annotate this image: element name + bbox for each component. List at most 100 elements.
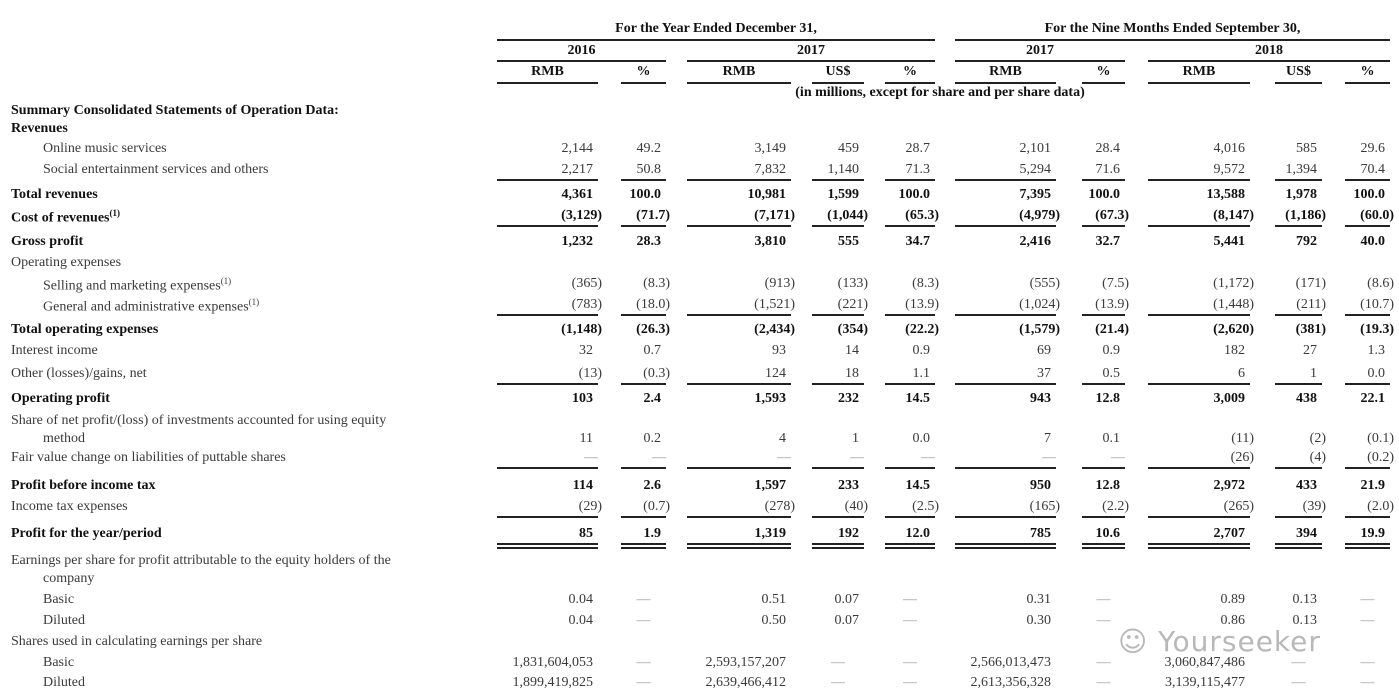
row-label: Social entertainment services and others — [43, 162, 268, 178]
cell-value: — — [831, 655, 845, 670]
row-label-text: Share of net profit/(loss) of investment… — [11, 413, 387, 428]
underline-rule — [1082, 467, 1125, 469]
cell-value: — — [1360, 592, 1375, 607]
underline-rule — [687, 547, 791, 549]
cell-value: 3,060,847,486 — [1164, 655, 1246, 670]
cell-value: 71.6 — [1095, 162, 1121, 177]
cell-value: 103 — [572, 391, 593, 406]
cell-value: — — [777, 450, 791, 465]
row-label-text: Operating expenses — [11, 255, 122, 270]
row-label: Other (losses)/gains, net — [11, 366, 147, 382]
underline-rule — [1275, 543, 1322, 545]
cell-value: (13.9) — [1095, 297, 1129, 312]
cell-value: 0.7 — [643, 343, 662, 358]
cell-value: (18.0) — [636, 297, 670, 312]
cell-value: 28.4 — [1095, 141, 1121, 156]
cell-value: (2.2) — [1102, 499, 1129, 514]
underline-rule — [497, 467, 598, 469]
cell-value: 792 — [1296, 234, 1317, 249]
row-label: Total operating expenses — [11, 322, 158, 338]
cell-value: (171) — [1295, 276, 1326, 291]
cell-value: 1,831,604,053 — [512, 655, 594, 670]
row-label-text: Total revenues — [11, 187, 98, 202]
cell-value: — — [1096, 675, 1111, 690]
cell-value: — — [850, 450, 864, 465]
cell-value: 34.7 — [905, 234, 931, 249]
cell-value: 433 — [1296, 478, 1317, 493]
cell-value: — — [1291, 675, 1306, 690]
underline-rule — [812, 516, 864, 518]
underline-rule — [885, 383, 935, 385]
cell-value: 32.7 — [1095, 234, 1121, 249]
underline-rule — [955, 314, 1056, 316]
divider — [497, 39, 935, 41]
header-year-2018-nine: 2018 — [1255, 43, 1283, 58]
cell-value: 0.9 — [1102, 343, 1121, 358]
divider — [955, 60, 1125, 62]
underline-rule — [1275, 467, 1322, 469]
underline-rule — [1345, 225, 1390, 227]
cell-value: 2,639,466,412 — [705, 675, 787, 690]
cell-value: (165) — [1029, 499, 1060, 514]
cell-value: (8,147) — [1213, 208, 1254, 223]
cell-value: 5,441 — [1213, 234, 1246, 249]
underline-rule — [812, 467, 864, 469]
underline-rule — [1345, 179, 1390, 181]
row-label: Total revenues — [11, 187, 98, 203]
underline-rule — [1148, 383, 1250, 385]
row-label: Share of net profit/(loss) of investment… — [11, 413, 386, 429]
column-header: US$ — [1286, 64, 1311, 79]
cell-value: 1,140 — [827, 162, 860, 177]
column-header: % — [636, 64, 651, 79]
cell-value: 22.1 — [1360, 391, 1386, 406]
cell-value: 0.04 — [568, 592, 594, 607]
column-header: RMB — [1182, 64, 1216, 79]
divider — [497, 82, 598, 84]
row-label: Gross profit — [11, 234, 83, 250]
cell-value: — — [1291, 655, 1306, 670]
underline-rule — [1082, 225, 1125, 227]
cell-value: (39) — [1302, 499, 1326, 514]
cell-value: 7,395 — [1019, 187, 1052, 202]
row-label: Diluted — [43, 675, 85, 691]
cell-value: — — [636, 592, 651, 607]
underline-rule — [687, 467, 791, 469]
divider — [1148, 82, 1250, 84]
underline-rule — [885, 543, 935, 545]
cell-value: 1.3 — [1367, 343, 1386, 358]
cell-value: 2.6 — [643, 478, 662, 493]
cell-value: — — [636, 675, 651, 690]
column-header: RMB — [989, 64, 1022, 79]
cell-value: — — [1111, 450, 1125, 465]
underline-rule — [885, 516, 935, 518]
cell-value: 0.07 — [834, 592, 860, 607]
underline-rule — [1345, 383, 1390, 385]
cell-value: 32 — [579, 343, 593, 358]
units-note: (in millions, except for share and per s… — [795, 85, 1085, 100]
row-label: Selling and marketing expenses(1) — [43, 276, 231, 295]
cell-value: (1,579) — [1019, 322, 1060, 337]
cell-value: 3,139,115,477 — [1165, 675, 1245, 690]
cell-value: (4,979) — [1019, 208, 1060, 223]
underline-rule — [621, 467, 666, 469]
cell-value: 2,593,157,207 — [705, 655, 787, 670]
column-header: US$ — [825, 64, 851, 79]
underline-rule — [1275, 383, 1322, 385]
cell-value: (1,186) — [1285, 208, 1326, 223]
cell-value: 943 — [1030, 391, 1051, 406]
cell-value: (26.3) — [636, 322, 670, 337]
row-label-text: Other (losses)/gains, net — [11, 366, 147, 381]
header-year-2016: 2016 — [567, 43, 596, 58]
row-label-text: Cost of revenues — [11, 210, 110, 226]
cell-value: 2,101 — [1019, 141, 1052, 156]
cell-value: 1.9 — [643, 526, 662, 541]
row-label: Operating profit — [11, 391, 110, 407]
cell-value: (2.5) — [912, 499, 939, 514]
cell-value: 1,599 — [827, 187, 860, 202]
cell-value: 0.07 — [834, 613, 860, 628]
divider — [497, 60, 666, 62]
underline-rule — [812, 179, 864, 181]
cell-value: (71.7) — [636, 208, 670, 223]
row-label: Profit for the year/period — [11, 526, 162, 542]
row-label-text: Social entertainment services and others — [43, 162, 269, 177]
